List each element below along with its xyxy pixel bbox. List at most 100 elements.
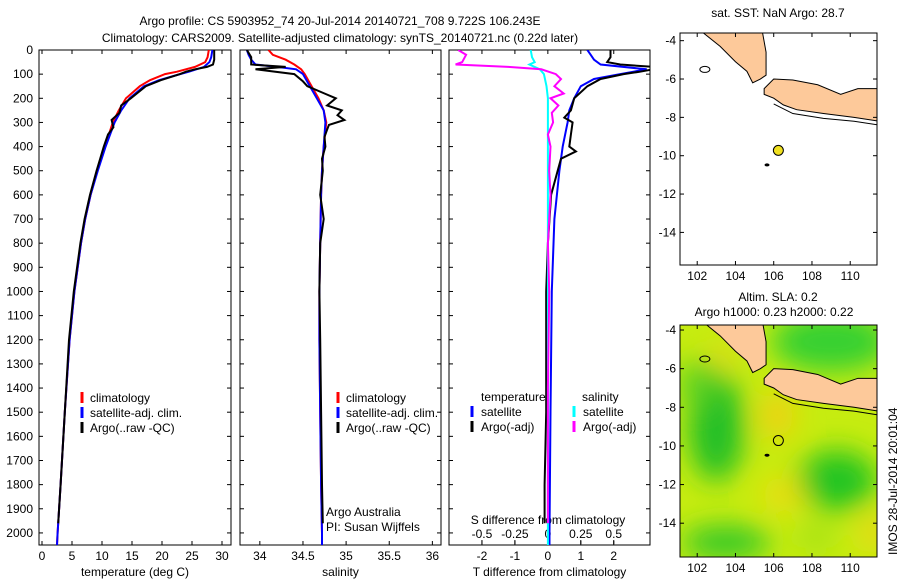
legend-label: Argo(-adj)	[583, 420, 636, 434]
x-tick-label: -1	[510, 549, 521, 563]
depth-tick-label: 1300	[6, 357, 33, 371]
depth-tick-label: 200	[13, 91, 33, 105]
s-axis-tick-label: -0.25	[501, 527, 529, 541]
x-axis-label: salinity	[322, 565, 359, 579]
series-line-argo-raw-qc-	[246, 50, 347, 524]
depth-tick-label: 1200	[6, 333, 33, 347]
depth-tick-label: 1100	[7, 309, 33, 323]
sla_map-panel: 102 104 106 108 110 -4 -6 -8 -10 -12 -14 Altim. SLA…	[659, 290, 878, 575]
y-tick-label: -14	[659, 516, 677, 530]
salinity-lines	[245, 50, 347, 545]
legend-label: climatology	[346, 391, 406, 405]
x-tick-label: 34.5	[291, 549, 315, 563]
sla-anomaly-blob	[861, 512, 877, 553]
x-axis-label: T difference from climatology	[473, 565, 627, 579]
legend-label: satellite-adj. clim.	[346, 406, 438, 420]
sla-anomaly-blob	[761, 391, 794, 440]
legend-label: Argo(..raw -QC)	[346, 421, 431, 435]
map-title: Altim. SLA: 0.2	[738, 290, 818, 304]
y-tick-label: -12	[659, 478, 677, 492]
sla-anomaly-blob	[710, 347, 735, 368]
x-tick-label: 106	[764, 561, 784, 575]
depth-tick-label: 1500	[6, 405, 33, 419]
x-tick-label: 0	[545, 549, 552, 563]
depth-tick-label: 900	[13, 260, 33, 274]
sst_map-frame	[679, 32, 878, 266]
x-tick-label: 0	[39, 549, 46, 563]
legend-label: Argo(-adj)	[481, 420, 534, 434]
map-subtitle: Argo h1000: 0.23 h2000: 0.22	[695, 305, 854, 319]
salinity-panel: 34 34.5 35 35.5 36 salinity climatologysatelli…	[239, 49, 442, 579]
y-tick-label: -6	[665, 362, 676, 376]
temperature-lines	[56, 50, 216, 545]
x-tick-label: 110	[841, 561, 860, 575]
sst_map-map-area	[680, 33, 877, 265]
legend-label: satellite	[583, 405, 624, 419]
christmas-island	[764, 453, 770, 457]
depth-tick-label: 1000	[6, 284, 33, 298]
series-line-s-argo-adj-	[455, 50, 566, 524]
sla-anomaly-blob	[680, 359, 716, 410]
map-title: sat. SST: NaN Argo: 28.7	[711, 6, 845, 20]
s-axis-tick-label: 0.5	[605, 527, 622, 541]
depth-tick-label: 100	[13, 67, 33, 81]
x-tick-label: 34	[253, 549, 267, 563]
depth-tick-label: 1800	[6, 478, 33, 492]
x-tick-label: 108	[802, 269, 822, 283]
series-line-argo-raw-qc-	[57, 50, 216, 524]
x-tick-label: 2	[610, 549, 617, 563]
s-axis-tick-label: 0.25	[569, 527, 593, 541]
seamount-contour	[699, 65, 711, 73]
depth-tick-label: 1600	[6, 429, 33, 443]
x-tick-label: 20	[155, 549, 169, 563]
legend-label: satellite	[481, 405, 522, 419]
x-tick-label: 35.5	[378, 549, 402, 563]
legend-label: climatology	[90, 391, 150, 405]
y-tick-label: -10	[659, 149, 677, 163]
legend-label: Argo(..raw -QC)	[90, 421, 175, 435]
depth-tick-label: 0	[26, 43, 33, 57]
depth-tick-label: 1700	[6, 453, 33, 467]
difference-lines	[455, 50, 650, 545]
x-axis-label: temperature (deg C)	[81, 565, 189, 579]
depth-tick-label: 400	[13, 140, 33, 154]
x-tick-label: 104	[725, 561, 745, 575]
x-tick-label: -2	[477, 549, 488, 563]
depth-tick-label: 2000	[6, 526, 33, 540]
argo-position-marker	[772, 435, 784, 447]
depth-tick-label: 600	[13, 188, 33, 202]
christmas-island	[764, 163, 770, 167]
argo-position-marker	[772, 144, 784, 156]
figure-title-line2: Climatology: CARS2009. Satellite-adjuste…	[102, 31, 578, 45]
attribution-line1: Argo Australia	[326, 505, 401, 519]
depth-tick-label: 500	[13, 164, 33, 178]
difference-panel: -2 -1 0 1 2 T difference from climatology -0.5…	[448, 49, 651, 579]
y-tick-label: -8	[665, 400, 676, 414]
x-tick-label: 1	[577, 549, 584, 563]
sumatra-land	[705, 325, 767, 374]
attribution-line2: PI: Susan Wijffels	[326, 520, 420, 534]
sumatra-land	[702, 33, 767, 84]
x-tick-label: 36	[426, 549, 440, 563]
shelf-contour	[773, 393, 877, 416]
x-tick-label: 30	[215, 549, 229, 563]
temperature-frame	[38, 49, 232, 546]
sla_map-map-area	[680, 325, 877, 557]
x-tick-label: 104	[725, 269, 745, 283]
sla_map-frame	[679, 324, 878, 558]
depth-tick-label: 1400	[6, 381, 33, 395]
shelf-contour	[773, 103, 877, 126]
y-tick-label: -6	[665, 72, 676, 86]
legend-label: satellite-adj. clim.	[90, 406, 182, 420]
sla-anomaly-blob	[680, 526, 771, 557]
temperature-panel: 0100200300400500600700800900100011001200…	[6, 43, 232, 579]
sst_map-panel: 102 104 106 108 110 -4 -6 -8 -10 -12 -14 sat. SST: …	[659, 6, 878, 283]
imos-credit: IMOS 28-Jul-2014 20:01:04	[886, 407, 900, 555]
depth-tick-label: 1900	[6, 502, 33, 516]
y-tick-label: -14	[659, 225, 677, 239]
legend-header-temperature: temperature	[481, 390, 546, 404]
s-axis-tick-label: -0.5	[472, 527, 493, 541]
salinity-frame	[239, 49, 442, 546]
x-tick-label: 108	[802, 561, 822, 575]
